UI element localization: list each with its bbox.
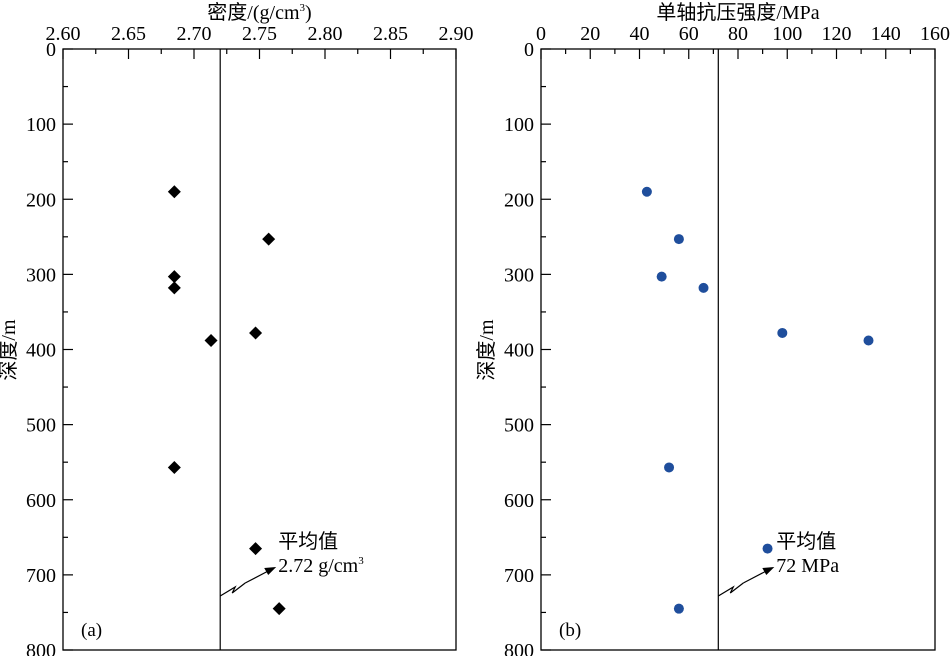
data-point-diamond-8 — [249, 542, 263, 556]
y-tick-label: 100 — [26, 114, 56, 136]
data-point-circle-8 — [762, 543, 773, 554]
data-point-diamond-1 — [167, 185, 181, 199]
data-point-circle-9 — [673, 603, 684, 614]
x-tick-label: 0 — [536, 23, 546, 45]
mean-label-value: 72 MPa — [776, 555, 839, 577]
x-tick-label: 2.75 — [242, 23, 277, 45]
y-axis-title: 深度/m — [475, 319, 498, 381]
data-point-circle-3 — [656, 271, 667, 282]
y-tick-label: 0 — [46, 39, 56, 61]
data-point-circle-5 — [777, 327, 788, 338]
x-tick-label: 2.65 — [111, 23, 146, 45]
y-tick-label: 600 — [26, 490, 56, 512]
y-tick-label: 300 — [26, 264, 56, 286]
mean-label-title: 平均值 — [278, 530, 338, 553]
y-tick-label: 400 — [504, 340, 534, 362]
y-tick-label: 300 — [504, 264, 534, 286]
y-tick-label: 500 — [26, 415, 56, 437]
data-point-circle-6 — [863, 335, 874, 346]
mean-arrow-line — [244, 570, 269, 584]
mean-arrow-shaft — [219, 582, 246, 597]
x-tick-label: 100 — [772, 23, 802, 45]
x-tick-label: 140 — [871, 23, 901, 45]
data-point-diamond-6 — [204, 333, 218, 347]
panel-label: (b) — [559, 620, 581, 641]
plot-frame-1 — [62, 48, 457, 651]
x-axis-title: 单轴抗压强度/MPa — [656, 1, 819, 24]
mean-label-title: 平均值 — [776, 530, 836, 553]
x-tick-label: 2.90 — [439, 23, 474, 45]
data-point-diamond-2 — [262, 232, 276, 246]
x-tick-label: 20 — [580, 23, 600, 45]
y-tick-label: 500 — [504, 415, 534, 437]
y-tick-label: 600 — [504, 490, 534, 512]
data-point-circle-7 — [664, 462, 675, 473]
x-tick-label: 2.60 — [46, 23, 81, 45]
x-tick-label: 2.85 — [373, 23, 408, 45]
x-tick-label: 60 — [679, 23, 699, 45]
x-tick-label: 80 — [728, 23, 748, 45]
y-axis-title: 深度/m — [0, 319, 20, 381]
y-tick-label: 700 — [504, 565, 534, 587]
x-axis-title: 密度/(g/cm3) — [207, 1, 311, 24]
data-point-circle-1 — [641, 186, 652, 197]
y-tick-label: 400 — [26, 340, 56, 362]
x-tick-label: 120 — [822, 23, 852, 45]
y-tick-label: 700 — [26, 565, 56, 587]
data-point-circle-4 — [698, 282, 709, 293]
data-point-diamond-3 — [167, 270, 181, 284]
mean-label-value: 2.72 g/cm3 — [278, 555, 364, 577]
x-tick-label: 2.80 — [308, 23, 343, 45]
data-point-circle-2 — [673, 234, 684, 245]
data-point-diamond-9 — [272, 602, 286, 616]
data-point-diamond-5 — [249, 326, 263, 340]
y-tick-label: 100 — [504, 114, 534, 136]
plot-frame-2 — [540, 48, 936, 651]
mean-arrow-line — [743, 570, 767, 584]
y-tick-label: 200 — [26, 189, 56, 211]
data-point-diamond-4 — [167, 281, 181, 295]
x-tick-label: 160 — [920, 23, 950, 45]
data-point-diamond-7 — [167, 460, 181, 474]
x-tick-label: 2.70 — [177, 23, 212, 45]
y-tick-label: 200 — [504, 189, 534, 211]
mean-arrow-head — [762, 567, 775, 575]
mean-arrow-shaft — [717, 582, 744, 597]
mean-arrow-head — [264, 567, 277, 575]
y-tick-label: 800 — [26, 640, 56, 656]
y-tick-label: 0 — [524, 39, 534, 61]
y-tick-label: 800 — [504, 640, 534, 656]
panel-label: (a) — [81, 620, 102, 641]
x-tick-label: 40 — [630, 23, 650, 45]
